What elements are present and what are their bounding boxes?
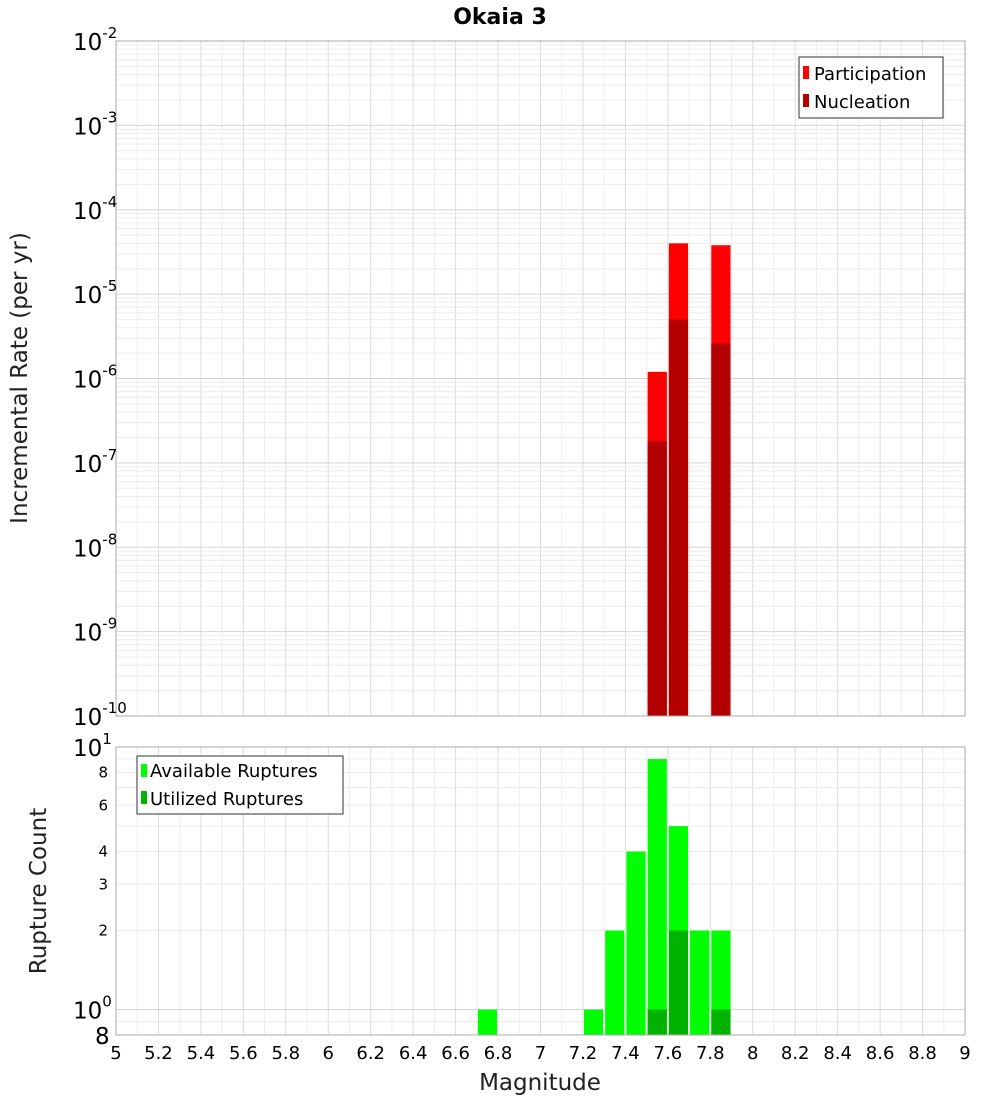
- bottom-bars: [477, 759, 731, 1035]
- x-tick-label: 6.2: [356, 1043, 385, 1064]
- bar-available-ruptures: [711, 930, 731, 1035]
- x-tick-label: 7.8: [696, 1043, 725, 1064]
- bar-utilized-ruptures: [647, 1009, 667, 1035]
- bar-nucleation: [647, 441, 667, 716]
- top-y-axis-label: Incremental Rate (per yr): [7, 232, 33, 524]
- bar-nucleation: [711, 343, 731, 716]
- x-tick-label: 6.6: [441, 1043, 470, 1064]
- legend-label-utilized-ruptures: Utilized Ruptures: [150, 789, 303, 810]
- x-tick-label: 8: [747, 1043, 758, 1064]
- x-tick-label: 6: [323, 1043, 334, 1064]
- x-tick-label: 7.2: [569, 1043, 598, 1064]
- top-y-tick-label: 10-10: [73, 699, 127, 731]
- x-tick-labels: 5 5.2 5.4 5.6 5.8 6 6.2 6.4 6.6 6.8 7 7.2 7.4 7.6 7.8 8…: [110, 1043, 970, 1064]
- x-tick-label: 6.8: [484, 1043, 513, 1064]
- top-y-tick-label: 10-6: [73, 362, 117, 394]
- x-tick-label: 8.4: [823, 1043, 852, 1064]
- top-legend-box: [798, 56, 944, 119]
- x-tick-label: 5.2: [144, 1043, 173, 1064]
- legend-label-nucleation: Nucleation: [814, 92, 910, 113]
- legend-swatch-participation: [803, 66, 809, 79]
- bottom-y-axis-label: Rupture Count: [26, 808, 52, 974]
- bar-available-ruptures: [605, 930, 625, 1035]
- top-y-tick-label: 10-5: [73, 277, 117, 309]
- bar-nucleation: [668, 319, 689, 716]
- top-plot-border: [115, 40, 966, 717]
- legend-swatch-nucleation: [803, 94, 809, 107]
- bottom-y-minor-tick-label: 3: [98, 875, 108, 893]
- top-y-tick-label: 10-4: [73, 193, 117, 225]
- top-gridlines: [115, 41, 966, 717]
- legend-label-available-ruptures: Available Ruptures: [150, 761, 318, 782]
- legend-swatch-utilized-ruptures: [141, 791, 147, 804]
- top-y-tick-label: 10-2: [73, 24, 117, 56]
- bottom-y-major-tick-label: 100: [73, 993, 112, 1025]
- x-tick-label: 6.4: [399, 1043, 428, 1064]
- bar-utilized-ruptures: [711, 1009, 731, 1035]
- bar-utilized-ruptures: [668, 930, 689, 1035]
- x-tick-label: 5: [110, 1043, 121, 1064]
- x-tick-label: 8.2: [781, 1043, 810, 1064]
- bar-available-ruptures: [583, 1009, 604, 1035]
- x-tick-label: 5.8: [271, 1043, 300, 1064]
- bar-available-ruptures: [477, 1009, 498, 1035]
- bottom-plot-border: [115, 746, 966, 1036]
- x-tick-label: 5.4: [187, 1043, 216, 1064]
- legend-swatch-available-ruptures: [141, 764, 147, 777]
- top-bars: [647, 243, 731, 716]
- bottom-y-minor-tick-label: 2: [98, 922, 108, 940]
- x-tick-label: 7: [535, 1043, 546, 1064]
- bottom-y-major-tick-label: 101: [73, 730, 112, 762]
- bottom-y-minor-tick-label: 4: [98, 842, 108, 860]
- x-tick-label: 9: [959, 1043, 970, 1064]
- x-tick-label: 7.4: [611, 1043, 640, 1064]
- x-tick-label: 8.8: [908, 1043, 937, 1064]
- legend-label-participation: Participation: [814, 64, 926, 85]
- x-tick-label: 8.6: [866, 1043, 895, 1064]
- x-tick-label: 7.6: [654, 1043, 683, 1064]
- bar-available-ruptures: [690, 930, 710, 1035]
- x-tick-label: 5.6: [229, 1043, 258, 1064]
- bar-available-ruptures: [647, 759, 667, 1035]
- top-y-tick-label: 10-3: [73, 108, 117, 140]
- top-y-tick-label: 10-9: [73, 615, 117, 647]
- top-legend: Participation Nucleation: [798, 56, 944, 119]
- top-y-tick-labels: 10-2 10-3 10-4 10-5 10-6 10-7 10-8 10-9 10-10: [73, 24, 127, 731]
- bottom-y-minor-tick-label: 6: [98, 796, 108, 814]
- bar-available-ruptures: [626, 851, 646, 1035]
- top-y-tick-label: 10-7: [73, 446, 117, 478]
- bottom-legend: Available Ruptures Utilized Ruptures: [136, 755, 344, 815]
- chart-title: Okaia 3: [453, 5, 547, 30]
- top-y-tick-label: 10-8: [73, 530, 117, 562]
- x-axis-label: Magnitude: [479, 1070, 601, 1096]
- bottom-legend-box: [136, 755, 344, 815]
- bottom-y-minor-tick-label: 8: [98, 763, 108, 781]
- bottom-y-major-tick-label: 8: [95, 1024, 110, 1050]
- top-plot: 10-2 10-3 10-4 10-5 10-6 10-7 10-8 10-9 10-10 In…: [7, 24, 966, 731]
